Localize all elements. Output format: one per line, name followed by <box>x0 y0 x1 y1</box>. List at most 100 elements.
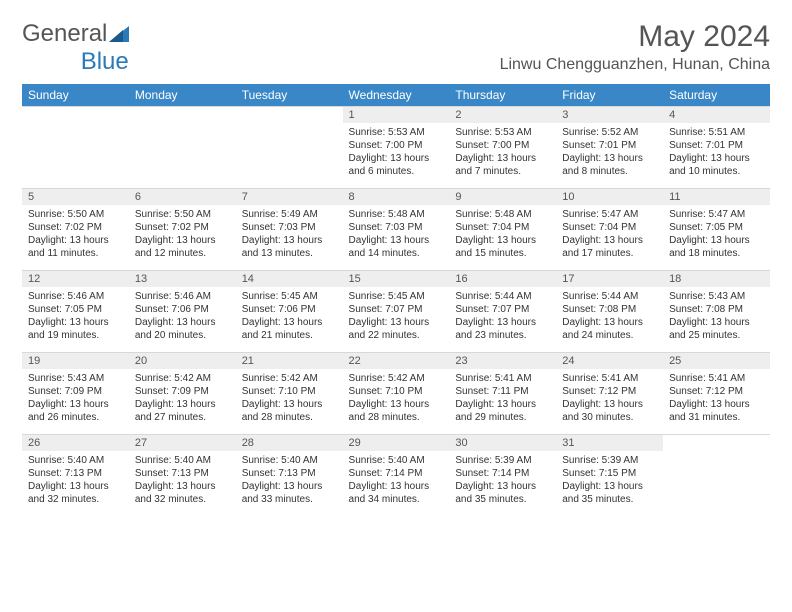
calendar-day-cell: 21Sunrise: 5:42 AMSunset: 7:10 PMDayligh… <box>236 352 343 434</box>
day-content: Sunrise: 5:44 AMSunset: 7:07 PMDaylight:… <box>449 287 556 346</box>
daylight-text: Daylight: 13 hours and 33 minutes. <box>242 480 337 506</box>
sunrise-text: Sunrise: 5:40 AM <box>135 454 230 467</box>
sunset-text: Sunset: 7:06 PM <box>242 303 337 316</box>
weekday-header: Monday <box>129 84 236 106</box>
sunrise-text: Sunrise: 5:42 AM <box>349 372 444 385</box>
sunset-text: Sunset: 7:13 PM <box>135 467 230 480</box>
sunrise-text: Sunrise: 5:44 AM <box>455 290 550 303</box>
day-content: Sunrise: 5:40 AMSunset: 7:14 PMDaylight:… <box>343 451 450 510</box>
logo-text-1: General <box>22 20 107 48</box>
calendar-day-cell: 9Sunrise: 5:48 AMSunset: 7:04 PMDaylight… <box>449 188 556 270</box>
calendar-day-cell <box>22 106 129 188</box>
day-number: 8 <box>343 188 450 205</box>
sunrise-text: Sunrise: 5:52 AM <box>562 126 657 139</box>
sunset-text: Sunset: 7:07 PM <box>349 303 444 316</box>
sunset-text: Sunset: 7:10 PM <box>242 385 337 398</box>
day-content: Sunrise: 5:39 AMSunset: 7:14 PMDaylight:… <box>449 451 556 510</box>
day-content: Sunrise: 5:47 AMSunset: 7:04 PMDaylight:… <box>556 205 663 264</box>
day-content: Sunrise: 5:46 AMSunset: 7:06 PMDaylight:… <box>129 287 236 346</box>
day-number: 18 <box>663 270 770 287</box>
sunrise-text: Sunrise: 5:39 AM <box>562 454 657 467</box>
sunset-text: Sunset: 7:13 PM <box>242 467 337 480</box>
daylight-text: Daylight: 13 hours and 34 minutes. <box>349 480 444 506</box>
calendar-week-row: 5Sunrise: 5:50 AMSunset: 7:02 PMDaylight… <box>22 188 770 270</box>
daylight-text: Daylight: 13 hours and 26 minutes. <box>28 398 123 424</box>
sunset-text: Sunset: 7:12 PM <box>562 385 657 398</box>
sunrise-text: Sunrise: 5:48 AM <box>455 208 550 221</box>
sunset-text: Sunset: 7:01 PM <box>669 139 764 152</box>
sunset-text: Sunset: 7:02 PM <box>135 221 230 234</box>
day-number: 3 <box>556 106 663 123</box>
day-number <box>22 106 129 123</box>
sunset-text: Sunset: 7:09 PM <box>28 385 123 398</box>
sunrise-text: Sunrise: 5:50 AM <box>28 208 123 221</box>
weekday-header: Thursday <box>449 84 556 106</box>
sunset-text: Sunset: 7:00 PM <box>349 139 444 152</box>
day-number: 2 <box>449 106 556 123</box>
calendar-day-cell: 1Sunrise: 5:53 AMSunset: 7:00 PMDaylight… <box>343 106 450 188</box>
sunset-text: Sunset: 7:13 PM <box>28 467 123 480</box>
day-number: 6 <box>129 188 236 205</box>
day-number: 4 <box>663 106 770 123</box>
day-content: Sunrise: 5:47 AMSunset: 7:05 PMDaylight:… <box>663 205 770 264</box>
day-content: Sunrise: 5:53 AMSunset: 7:00 PMDaylight:… <box>449 123 556 182</box>
daylight-text: Daylight: 13 hours and 13 minutes. <box>242 234 337 260</box>
daylight-text: Daylight: 13 hours and 28 minutes. <box>349 398 444 424</box>
day-number: 30 <box>449 434 556 451</box>
daylight-text: Daylight: 13 hours and 8 minutes. <box>562 152 657 178</box>
sunrise-text: Sunrise: 5:41 AM <box>455 372 550 385</box>
day-content: Sunrise: 5:51 AMSunset: 7:01 PMDaylight:… <box>663 123 770 182</box>
day-content: Sunrise: 5:42 AMSunset: 7:09 PMDaylight:… <box>129 369 236 428</box>
weekday-header: Sunday <box>22 84 129 106</box>
daylight-text: Daylight: 13 hours and 27 minutes. <box>135 398 230 424</box>
day-content: Sunrise: 5:42 AMSunset: 7:10 PMDaylight:… <box>343 369 450 428</box>
sunset-text: Sunset: 7:05 PM <box>28 303 123 316</box>
day-number: 19 <box>22 352 129 369</box>
daylight-text: Daylight: 13 hours and 28 minutes. <box>242 398 337 424</box>
sunrise-text: Sunrise: 5:47 AM <box>562 208 657 221</box>
calendar-day-cell: 14Sunrise: 5:45 AMSunset: 7:06 PMDayligh… <box>236 270 343 352</box>
sunset-text: Sunset: 7:00 PM <box>455 139 550 152</box>
title-block: May 2024 Linwu Chengguanzhen, Hunan, Chi… <box>500 20 770 74</box>
sunrise-text: Sunrise: 5:42 AM <box>135 372 230 385</box>
logo-text-2: Blue <box>81 48 129 76</box>
day-number <box>236 106 343 123</box>
sunset-text: Sunset: 7:04 PM <box>455 221 550 234</box>
calendar-day-cell: 3Sunrise: 5:52 AMSunset: 7:01 PMDaylight… <box>556 106 663 188</box>
day-number <box>663 434 770 451</box>
sunset-text: Sunset: 7:14 PM <box>349 467 444 480</box>
sunset-text: Sunset: 7:02 PM <box>28 221 123 234</box>
daylight-text: Daylight: 13 hours and 32 minutes. <box>135 480 230 506</box>
sunrise-text: Sunrise: 5:53 AM <box>349 126 444 139</box>
calendar-day-cell: 8Sunrise: 5:48 AMSunset: 7:03 PMDaylight… <box>343 188 450 270</box>
calendar-day-cell <box>129 106 236 188</box>
calendar-day-cell: 19Sunrise: 5:43 AMSunset: 7:09 PMDayligh… <box>22 352 129 434</box>
day-number: 13 <box>129 270 236 287</box>
daylight-text: Daylight: 13 hours and 32 minutes. <box>28 480 123 506</box>
daylight-text: Daylight: 13 hours and 17 minutes. <box>562 234 657 260</box>
calendar-day-cell: 17Sunrise: 5:44 AMSunset: 7:08 PMDayligh… <box>556 270 663 352</box>
sunset-text: Sunset: 7:11 PM <box>455 385 550 398</box>
day-content: Sunrise: 5:41 AMSunset: 7:12 PMDaylight:… <box>556 369 663 428</box>
daylight-text: Daylight: 13 hours and 21 minutes. <box>242 316 337 342</box>
day-content: Sunrise: 5:43 AMSunset: 7:09 PMDaylight:… <box>22 369 129 428</box>
weekday-header: Friday <box>556 84 663 106</box>
sunset-text: Sunset: 7:12 PM <box>669 385 764 398</box>
calendar-day-cell: 7Sunrise: 5:49 AMSunset: 7:03 PMDaylight… <box>236 188 343 270</box>
sunset-text: Sunset: 7:03 PM <box>349 221 444 234</box>
daylight-text: Daylight: 13 hours and 18 minutes. <box>669 234 764 260</box>
calendar-day-cell: 24Sunrise: 5:41 AMSunset: 7:12 PMDayligh… <box>556 352 663 434</box>
daylight-text: Daylight: 13 hours and 31 minutes. <box>669 398 764 424</box>
calendar-day-cell: 23Sunrise: 5:41 AMSunset: 7:11 PMDayligh… <box>449 352 556 434</box>
sunset-text: Sunset: 7:03 PM <box>242 221 337 234</box>
sunrise-text: Sunrise: 5:44 AM <box>562 290 657 303</box>
calendar-day-cell: 6Sunrise: 5:50 AMSunset: 7:02 PMDaylight… <box>129 188 236 270</box>
calendar-day-cell <box>236 106 343 188</box>
calendar-day-cell: 29Sunrise: 5:40 AMSunset: 7:14 PMDayligh… <box>343 434 450 516</box>
daylight-text: Daylight: 13 hours and 25 minutes. <box>669 316 764 342</box>
day-number: 17 <box>556 270 663 287</box>
calendar-page: General May 2024 Linwu Chengguanzhen, Hu… <box>0 0 792 536</box>
day-number: 14 <box>236 270 343 287</box>
day-number: 22 <box>343 352 450 369</box>
day-content: Sunrise: 5:40 AMSunset: 7:13 PMDaylight:… <box>22 451 129 510</box>
